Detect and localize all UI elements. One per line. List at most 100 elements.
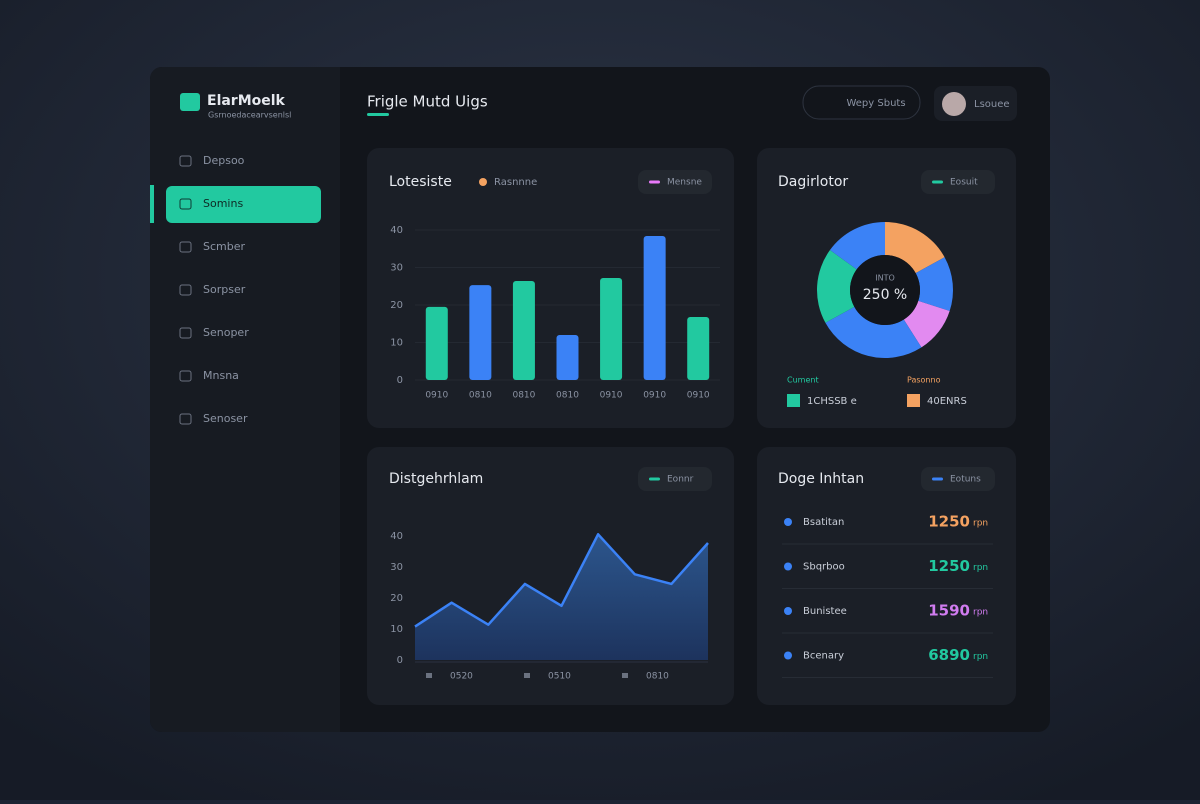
legend-label: 1CHSSB e — [807, 396, 857, 407]
y-tick-label: 30 — [390, 263, 403, 274]
y-tick-label: 0 — [397, 375, 403, 386]
card-title: Doge Inhtan — [778, 471, 864, 487]
button-label: Mensne — [667, 178, 702, 188]
search-box[interactable] — [802, 85, 921, 120]
button-swatch — [649, 477, 660, 481]
legend-label: Rasnnne — [494, 177, 537, 188]
button-swatch — [932, 180, 943, 184]
bar — [687, 317, 710, 380]
x-tick-label: 0810 — [556, 391, 579, 401]
legend-swatch — [787, 394, 800, 407]
card-button[interactable] — [921, 170, 995, 194]
nav-item[interactable]: Scmber — [203, 240, 245, 253]
y-tick-label: 10 — [390, 338, 403, 349]
donut-segment — [829, 222, 885, 270]
donut-segment — [817, 250, 857, 323]
row-name: Bcenary — [803, 651, 844, 662]
center-caption: INTO — [875, 274, 895, 283]
bar — [600, 278, 623, 380]
nav-item[interactable]: Senoper — [203, 326, 249, 339]
user-name: Lsouee — [974, 99, 1010, 110]
logo: ElarMoelk — [207, 93, 286, 109]
nav-icon — [179, 370, 192, 382]
y-tick-label: 20 — [390, 593, 403, 604]
y-tick-label: 20 — [390, 300, 403, 311]
donut-segment — [903, 300, 950, 348]
x-label: 0810 — [646, 672, 669, 682]
x-tick-label: 0910 — [643, 391, 666, 401]
x-label: 0510 — [548, 672, 571, 682]
y-tick-label: 0 — [397, 655, 403, 666]
nav-item[interactable]: Sorpser — [203, 283, 246, 296]
row-unit: rpn — [973, 519, 988, 529]
button-label: Eonnr — [667, 475, 694, 485]
legend-swatch — [907, 394, 920, 407]
donut-segment — [915, 257, 953, 312]
row-name: Bunistee — [803, 606, 847, 617]
area-fill — [415, 534, 708, 660]
card — [367, 148, 734, 428]
nav-icon — [179, 198, 192, 210]
row-unit: rpn — [973, 652, 988, 662]
center-value: 250 % — [863, 287, 907, 303]
bar — [469, 285, 492, 380]
logo-subtitle: Gsrnoedacearvsenlsl — [208, 111, 291, 120]
nav-item[interactable]: Mnsna — [203, 369, 239, 382]
bar — [512, 281, 535, 380]
x-tick-label: 0810 — [512, 391, 535, 401]
row-unit: rpn — [973, 563, 988, 573]
row-dot — [784, 607, 792, 615]
nav-item-active[interactable] — [166, 186, 321, 223]
nav-item[interactable]: Somins — [203, 197, 243, 210]
logo-icon — [180, 93, 200, 111]
row-value: 6890 — [928, 646, 970, 664]
row-name: Sbqrboo — [803, 562, 845, 573]
donut-segment — [885, 221, 945, 274]
row-value: 1250 — [928, 557, 970, 575]
legend-label: 40ENRS — [927, 396, 967, 407]
y-tick-label: 40 — [390, 531, 403, 542]
bar — [643, 236, 666, 380]
x-label-marker — [524, 673, 530, 678]
nav-icon — [179, 155, 192, 167]
search-text: Wepy Sbuts — [846, 98, 905, 109]
y-tick-label: 10 — [390, 624, 403, 635]
legend-name: Cument — [787, 376, 819, 385]
y-tick-label: 40 — [390, 225, 403, 236]
title-underline — [367, 113, 389, 116]
card-button[interactable] — [638, 170, 712, 194]
x-label: 0520 — [450, 672, 473, 682]
donut-hole — [850, 255, 920, 325]
card-button[interactable] — [921, 467, 995, 491]
card-title: Distgehrhlam — [389, 471, 483, 487]
line — [414, 533, 709, 628]
nav-active-marker — [150, 185, 154, 223]
button-label: Eotuns — [950, 475, 981, 485]
card-title: Dagirlotor — [778, 174, 848, 190]
card-button[interactable] — [638, 467, 712, 491]
x-tick-label: 0910 — [687, 391, 710, 401]
card-title: Lotesiste — [389, 174, 452, 190]
row-dot — [784, 651, 792, 660]
sidebar — [150, 67, 340, 732]
nav-item[interactable]: Depsoo — [203, 154, 245, 167]
avatar — [942, 92, 966, 116]
page-title: Frigle Mutd Uigs — [367, 93, 488, 111]
row-dot — [784, 518, 792, 526]
x-tick-label: 0910 — [425, 391, 448, 401]
x-tick-label: 0810 — [469, 391, 492, 401]
legend-name: Pasonno — [907, 376, 941, 385]
nav-icon — [179, 413, 192, 425]
donut-segment — [825, 306, 922, 358]
nav-icon — [179, 284, 192, 296]
row-value: 1590 — [928, 602, 970, 620]
nav-item[interactable]: Senoser — [203, 412, 248, 425]
button-label: Eosuit — [950, 178, 978, 188]
row-value: 1250 — [928, 513, 970, 531]
bar — [425, 306, 448, 380]
x-label-marker — [426, 673, 432, 678]
nav-icon — [179, 327, 192, 339]
x-label-marker — [622, 673, 628, 678]
row-unit: rpn — [973, 608, 988, 618]
